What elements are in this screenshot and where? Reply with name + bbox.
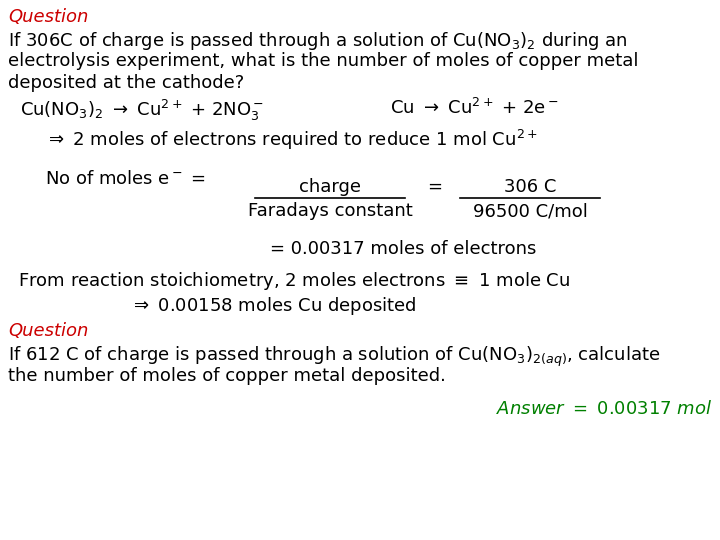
Text: Cu(NO$_3)_2$ $\rightarrow$ Cu$^{2+}$ + 2NO$_3^-$: Cu(NO$_3)_2$ $\rightarrow$ Cu$^{2+}$ + 2… (20, 98, 264, 123)
Text: electrolysis experiment, what is the number of moles of copper metal: electrolysis experiment, what is the num… (8, 52, 639, 70)
Text: From reaction stoichiometry, 2 moles electrons $\equiv$ 1 mole Cu: From reaction stoichiometry, 2 moles ele… (18, 270, 570, 292)
Text: No of moles e$^-$ =: No of moles e$^-$ = (45, 170, 206, 188)
Text: If 306C of charge is passed through a solution of Cu(NO$_3)_2$ during an: If 306C of charge is passed through a so… (8, 30, 628, 52)
Text: Faradays constant: Faradays constant (248, 202, 413, 220)
Text: $\Rightarrow$ 0.00158 moles Cu deposited: $\Rightarrow$ 0.00158 moles Cu deposited (130, 295, 417, 317)
Text: $\it{Answer}$ $\it{=}$ $\it{0.00317}$ $\it{mol}$: $\it{Answer}$ $\it{=}$ $\it{0.00317}$ $\… (495, 400, 712, 418)
Text: = 0.00317 moles of electrons: = 0.00317 moles of electrons (270, 240, 536, 258)
Text: Cu $\rightarrow$ Cu$^{2+}$ + 2e$^-$: Cu $\rightarrow$ Cu$^{2+}$ + 2e$^-$ (390, 98, 559, 118)
Text: If 612 C of charge is passed through a solution of Cu(NO$_3)_{2(aq)}$, calculate: If 612 C of charge is passed through a s… (8, 345, 660, 369)
Text: =: = (428, 178, 443, 196)
Text: 96500 C/mol: 96500 C/mol (472, 202, 588, 220)
Text: $\Rightarrow$ 2 moles of electrons required to reduce 1 mol Cu$^{2+}$: $\Rightarrow$ 2 moles of electrons requi… (45, 128, 538, 152)
Text: Question: Question (8, 322, 89, 340)
Text: charge: charge (299, 178, 361, 196)
Text: the number of moles of copper metal deposited.: the number of moles of copper metal depo… (8, 367, 446, 385)
Text: 306 C: 306 C (504, 178, 556, 196)
Text: deposited at the cathode?: deposited at the cathode? (8, 74, 244, 92)
Text: Question: Question (8, 8, 89, 26)
